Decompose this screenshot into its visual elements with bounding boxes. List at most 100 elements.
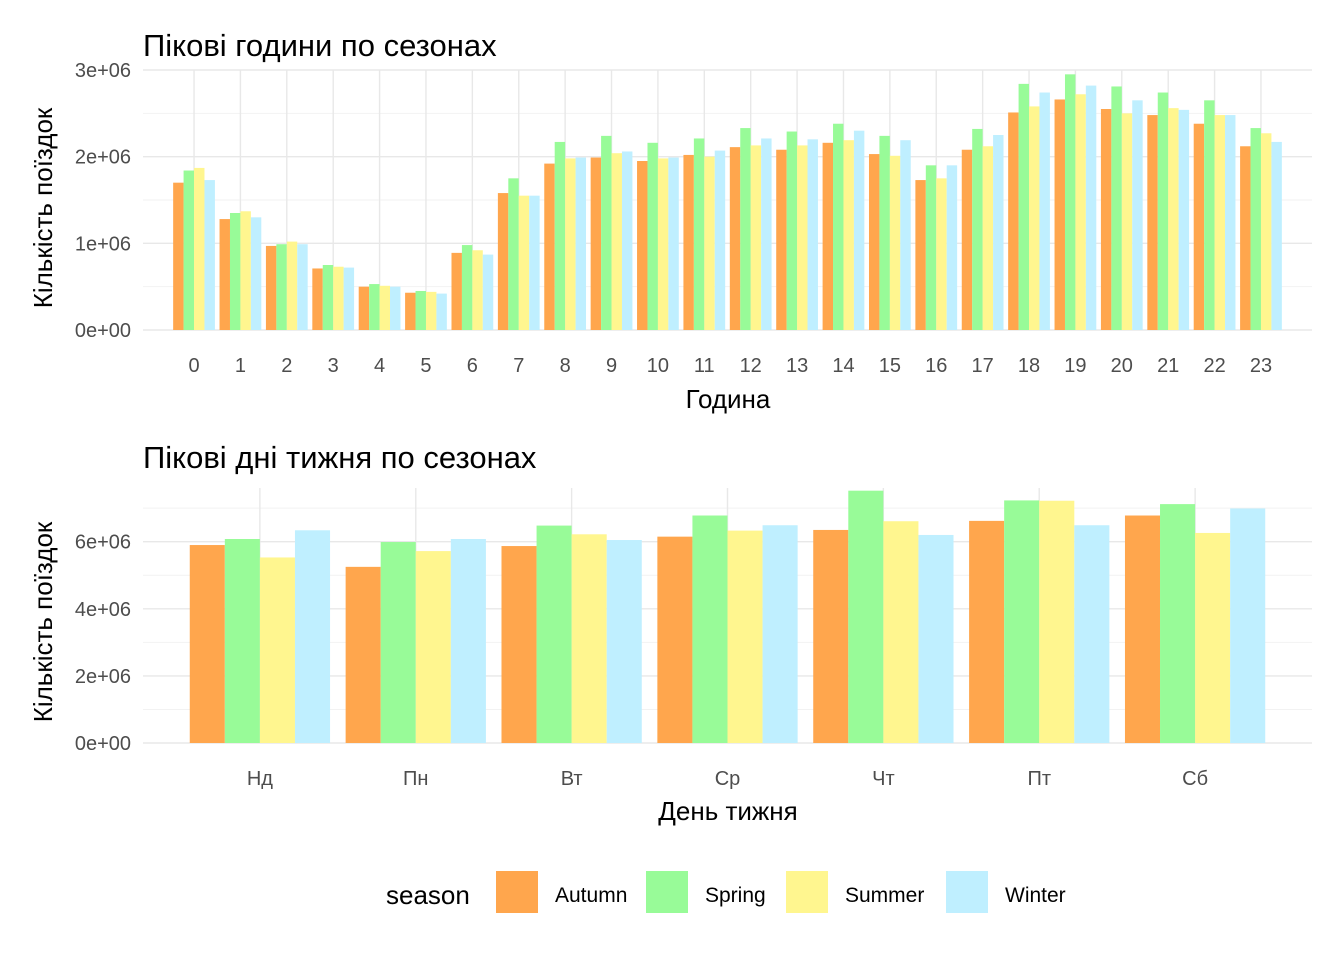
- hourly-bar-winter: [1085, 85, 1097, 330]
- hourly-bar-winter: [1271, 141, 1282, 330]
- hourly-bar-summer: [704, 156, 715, 330]
- hourly-bar-summer: [936, 178, 947, 330]
- hourly-x-tick-label: 19: [1064, 355, 1086, 377]
- hourly-bar-autumn: [1008, 112, 1019, 330]
- hourly-bar-winter: [946, 165, 958, 330]
- hourly-bar-spring: [972, 128, 983, 330]
- hourly-bar-autumn: [590, 157, 602, 330]
- hourly-bar-summer: [889, 155, 901, 330]
- weekday-bar-summer: [1039, 500, 1075, 743]
- weekday-bar-winter: [1230, 508, 1266, 743]
- hourly-x-tick-label: 23: [1250, 355, 1272, 377]
- hourly-x-axis-title: Година: [686, 384, 771, 414]
- hourly-bar-autumn: [868, 154, 880, 330]
- weekday-chart-title: Пікові дні тижня по сезонах: [143, 440, 537, 475]
- hourly-bar-summer: [194, 167, 205, 330]
- weekday-y-tick-label: 6e+06: [75, 532, 131, 554]
- hourly-x-tick-label: 12: [740, 355, 762, 377]
- hourly-x-tick-label: 11: [694, 355, 715, 377]
- hourly-bar-summer: [425, 291, 437, 330]
- legend-label-winter: Winter: [1005, 884, 1066, 907]
- hourly-bar-spring: [1250, 128, 1261, 330]
- hourly-x-tick-label: 13: [786, 355, 808, 377]
- legend: season Autumn Spring Summer Winter: [386, 871, 1066, 913]
- weekday-x-tick-label: Вт: [561, 768, 583, 790]
- hourly-bar-spring: [925, 165, 937, 330]
- hourly-bar-winter: [1178, 109, 1190, 331]
- hourly-x-tick-label: 14: [832, 355, 854, 377]
- hourly-bar-spring: [554, 141, 566, 330]
- hourly-x-tick-labels: 0 1 2 3 4 5 6 7 8 9 10 11 12 13 14 15 16 17 18 19 20 21 22 23: [188, 355, 1272, 377]
- hourly-bar-spring: [1204, 100, 1215, 330]
- weekday-bar-summer: [883, 521, 919, 743]
- hourly-bar-summer: [1260, 133, 1272, 330]
- hourly-bar-spring: [740, 128, 751, 330]
- hourly-bar-autumn: [265, 245, 277, 330]
- weekday-bar-spring: [224, 539, 260, 743]
- hourly-bar-winter: [297, 244, 308, 330]
- hourly-bar-autumn: [1193, 123, 1205, 330]
- hourly-x-tick-label: 6: [467, 355, 478, 377]
- hourly-bar-winter: [1225, 115, 1236, 330]
- weekday-x-tick-labels: Нд Пн Вт Ср Чт Пт Сб: [247, 768, 1208, 790]
- hourly-x-tick-label: 22: [1203, 355, 1225, 377]
- hourly-bar-spring: [415, 291, 426, 330]
- hourly-y-tick-label: 3e+06: [75, 60, 131, 82]
- weekday-x-tick-label: Пт: [1027, 768, 1051, 790]
- hourly-bar-winter: [1132, 100, 1143, 330]
- hourly-bar-autumn: [1054, 99, 1065, 330]
- hourly-bar-summer: [750, 145, 762, 330]
- hourly-bar-spring: [786, 131, 798, 330]
- hourly-x-tick-label: 5: [420, 355, 431, 377]
- hourly-bar-spring: [833, 123, 844, 330]
- hourly-y-tick-label: 1e+06: [75, 233, 131, 255]
- hourly-bar-spring: [1064, 74, 1076, 330]
- hourly-x-tick-label: 9: [606, 355, 617, 377]
- hourly-bar-spring: [229, 213, 241, 330]
- hourly-bar-autumn: [915, 180, 926, 330]
- hourly-bar-summer: [657, 158, 669, 330]
- weekday-y-tick-labels: 0e+00 2e+06 4e+06 6e+06: [75, 532, 131, 755]
- hourly-bar-autumn: [776, 149, 787, 330]
- hourly-bar-spring: [183, 170, 195, 330]
- weekday-bar-autumn: [189, 545, 225, 743]
- hourly-bar-autumn: [312, 268, 323, 330]
- weekday-x-axis-title: День тижня: [658, 796, 797, 826]
- hourly-bar-summer: [565, 158, 576, 330]
- weekday-x-tick-label: Нд: [247, 768, 273, 790]
- weekday-x-tick-label: Чт: [872, 768, 895, 790]
- hourly-bar-summer: [1121, 113, 1133, 330]
- weekday-bar-spring: [536, 525, 572, 743]
- weekday-bars: [189, 490, 1266, 743]
- hourly-bars: [173, 74, 1282, 331]
- hourly-bar-summer: [286, 241, 298, 330]
- weekday-x-tick-label: Пн: [403, 768, 428, 790]
- hourly-bar-winter: [853, 130, 865, 330]
- weekday-y-tick-label: 4e+06: [75, 599, 131, 621]
- hourly-bar-autumn: [173, 182, 184, 330]
- weekday-bar-autumn: [1124, 515, 1161, 743]
- hourly-bar-autumn: [1100, 109, 1112, 330]
- hourly-x-tick-label: 1: [235, 355, 246, 377]
- hourly-bar-spring: [1111, 86, 1122, 330]
- hourly-x-tick-label: 21: [1157, 355, 1179, 377]
- weekday-bar-autumn: [501, 546, 537, 743]
- weekday-x-tick-label: Сб: [1182, 768, 1208, 790]
- hourly-y-tick-label: 2e+06: [75, 147, 131, 169]
- hourly-bar-winter: [436, 293, 447, 330]
- hourly-bar-summer: [1214, 115, 1226, 330]
- hourly-x-tick-label: 3: [328, 355, 339, 377]
- hourly-bar-spring: [369, 284, 380, 330]
- weekday-panel: Пікові дні тижня по сезонах 0e+00 2e+06 4e…: [28, 440, 1312, 826]
- weekday-bar-autumn: [657, 536, 693, 743]
- hourly-bar-spring: [879, 135, 890, 330]
- hourly-bar-summer: [843, 140, 854, 330]
- hourly-bar-winter: [993, 135, 1004, 330]
- hourly-bar-summer: [333, 266, 344, 330]
- weekday-bar-summer: [259, 557, 295, 743]
- weekday-bar-autumn: [345, 566, 381, 743]
- hourly-bar-summer: [797, 145, 808, 330]
- weekday-bar-winter: [918, 534, 954, 743]
- weekday-bar-winter: [762, 525, 798, 743]
